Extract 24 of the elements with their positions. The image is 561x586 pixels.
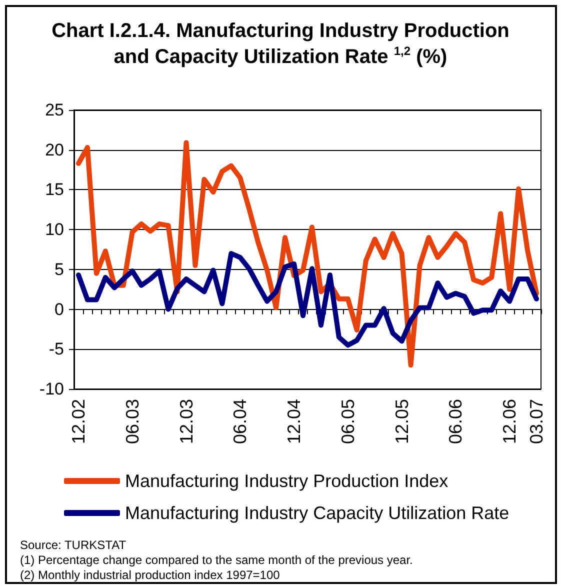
text: (1) Percentage change compared to the same month of the previous year.: [20, 553, 413, 568]
y-tick-label: -10: [39, 380, 64, 398]
x-tick-label: 12.06: [500, 399, 520, 444]
text: (2) Monthly industrial production index 1997=100: [20, 568, 281, 583]
y-tick-label: 25: [45, 100, 64, 120]
source-note: Source: TURKSTAT: [20, 538, 128, 553]
x-tick-label: 12.03: [176, 399, 196, 444]
y-tick-label: 15: [45, 180, 64, 200]
y-tick-label: 5: [54, 260, 64, 279]
x-tick-label: 06.05: [338, 399, 358, 444]
x-tick-label: 06.03: [122, 399, 142, 444]
x-tick-label: 12.02: [68, 399, 88, 444]
x-tick-label: 06.06: [446, 399, 466, 444]
y-tick-label: 20: [45, 140, 64, 160]
legend-label: Manufacturing Industry Capacity Utilization Rate: [125, 503, 510, 523]
y-tick-label: 10: [45, 220, 64, 240]
chart-title: Chart I.2.1.4. Manufacturing Industry Production and Capacity Utilization Rate $^{1,2}$ (%): [50, 19, 510, 70]
x-tick-label: 12.04: [284, 399, 304, 444]
x-tick-label: 06.04: [230, 399, 250, 444]
y-tick-label: -5: [48, 340, 64, 359]
legend-label: Manufacturing Industry Production Index: [125, 471, 448, 491]
x-tick-label: 03.07: [526, 399, 547, 444]
y-tick-label: 0: [54, 300, 64, 319]
x-tick-label: 12.05: [392, 399, 412, 444]
